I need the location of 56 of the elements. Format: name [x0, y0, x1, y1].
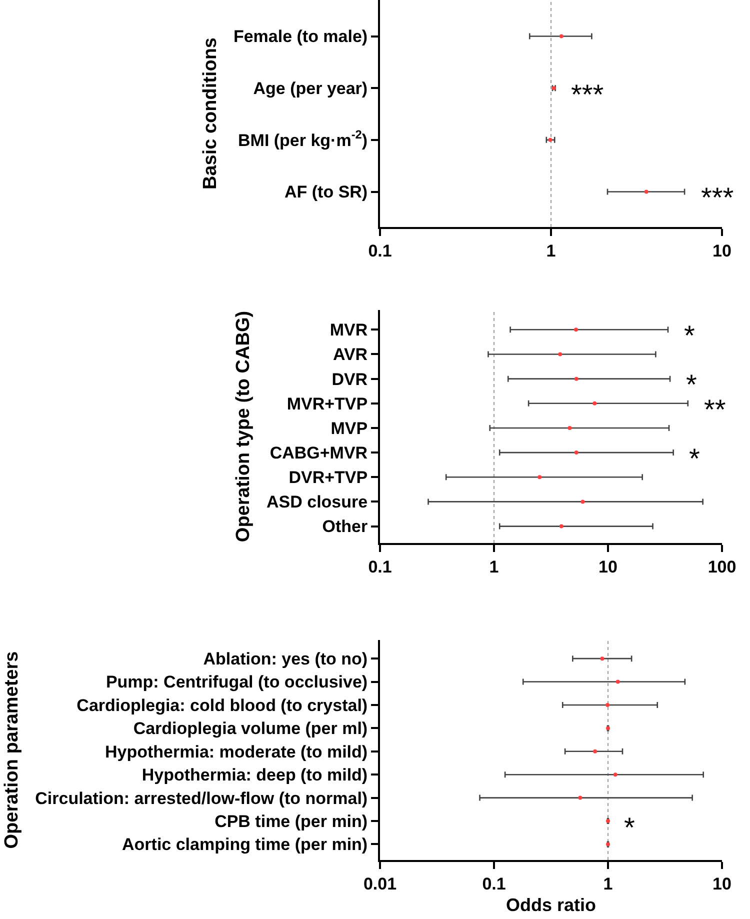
point [616, 680, 620, 684]
x-tick-label: 0.01 [363, 874, 397, 894]
y-axis-title: Operation parameters [1, 651, 22, 849]
point [593, 749, 598, 754]
x-tick-label: 1 [546, 241, 556, 260]
annotation: * [689, 443, 700, 474]
x-axis-title: Odds ratio [506, 895, 596, 915]
x-tick-label: 0.1 [482, 874, 506, 894]
x-tick-label: 10 [598, 557, 618, 576]
y-tick-label: MVP [330, 418, 368, 438]
point [600, 656, 604, 661]
x-tick-label: 10 [712, 241, 732, 260]
x-tick-label: 1 [603, 874, 613, 894]
y-tick-label: Hypothermia: moderate (to mild) [105, 742, 368, 762]
y-tick-label: Pump: Centrifugal (to occlusive) [106, 672, 368, 692]
y-tick-label: CABG+MVR [270, 444, 368, 462]
annotation: *** [701, 182, 734, 213]
y-tick-label: Ablation: yes (to no) [203, 650, 368, 669]
y-tick-label: Age (per year) [253, 79, 368, 98]
y-tick-label: Other [322, 517, 368, 536]
point [580, 500, 585, 504]
x-tick-label: 0.1 [368, 241, 392, 260]
point [559, 524, 564, 528]
x-tick-label: 0.1 [368, 557, 392, 576]
point [574, 328, 578, 332]
y-tick-label: BMI (per kg·m$^{-2}$) [238, 128, 368, 150]
y-tick-label: AF (to SR) [284, 182, 368, 202]
x-tick-label: 1 [489, 557, 499, 576]
y-axis-title: Basic conditions [200, 37, 221, 190]
point [574, 376, 578, 381]
point [613, 772, 618, 777]
x-tick-label: 100 [708, 557, 736, 576]
y-tick-label: MVR [330, 320, 368, 340]
annotation: * [624, 812, 635, 843]
y-tick-label: Circulation: arrested/low-flow (to normal) [35, 788, 368, 808]
y-tick-label: DVR [332, 370, 368, 389]
y-axis-title: Operation type (to CABG) [232, 310, 254, 542]
y-tick-label: DVR+TVP [288, 468, 368, 488]
y-tick-label: Cardioplegia: cold blood (to crystal) [76, 696, 368, 715]
x-tick-label: 10 [712, 874, 732, 894]
y-tick-label: CPB time (per min) [214, 812, 368, 831]
annotation: *** [571, 79, 604, 110]
point [606, 702, 610, 707]
point [568, 426, 572, 430]
y-tick-label: Cardioplegia volume (per ml) [133, 719, 368, 738]
y-tick-label: ASD closure [266, 492, 368, 512]
y-tick-label: Aortic clamping time (per min) [122, 835, 368, 854]
y-tick-label: AVR [332, 345, 368, 364]
y-tick-label: MVR+TVP [286, 394, 368, 414]
y-tick-label: Hypothermia: deep (to mild) [142, 766, 368, 785]
annotation: * [686, 369, 697, 400]
point [558, 352, 562, 356]
y-tick-label: Female (to male) [233, 27, 368, 46]
annotation: ** [704, 394, 726, 425]
point [574, 450, 578, 455]
annotation: * [684, 320, 695, 351]
